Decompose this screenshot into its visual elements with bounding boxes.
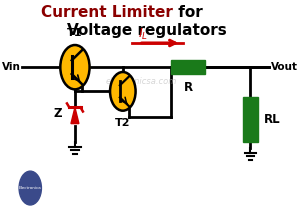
Text: Vin: Vin	[2, 62, 20, 72]
Polygon shape	[71, 107, 79, 124]
Text: T1: T1	[67, 28, 83, 38]
Text: RL: RL	[264, 113, 280, 126]
Circle shape	[60, 45, 90, 89]
Text: Current Limiter: Current Limiter	[41, 5, 173, 20]
Text: Electronica: Electronica	[19, 186, 42, 190]
FancyBboxPatch shape	[171, 60, 205, 74]
Text: R: R	[183, 81, 193, 95]
Text: T2: T2	[115, 118, 130, 128]
Text: electronicsa.com: electronicsa.com	[106, 77, 177, 86]
Circle shape	[110, 72, 136, 111]
Text: for: for	[173, 5, 203, 20]
FancyBboxPatch shape	[243, 97, 258, 142]
Text: Voltage regulators: Voltage regulators	[67, 23, 227, 38]
Text: Vout: Vout	[271, 62, 298, 72]
Text: $I_L$: $I_L$	[138, 27, 148, 42]
Text: Z: Z	[53, 107, 62, 120]
Circle shape	[19, 171, 41, 205]
